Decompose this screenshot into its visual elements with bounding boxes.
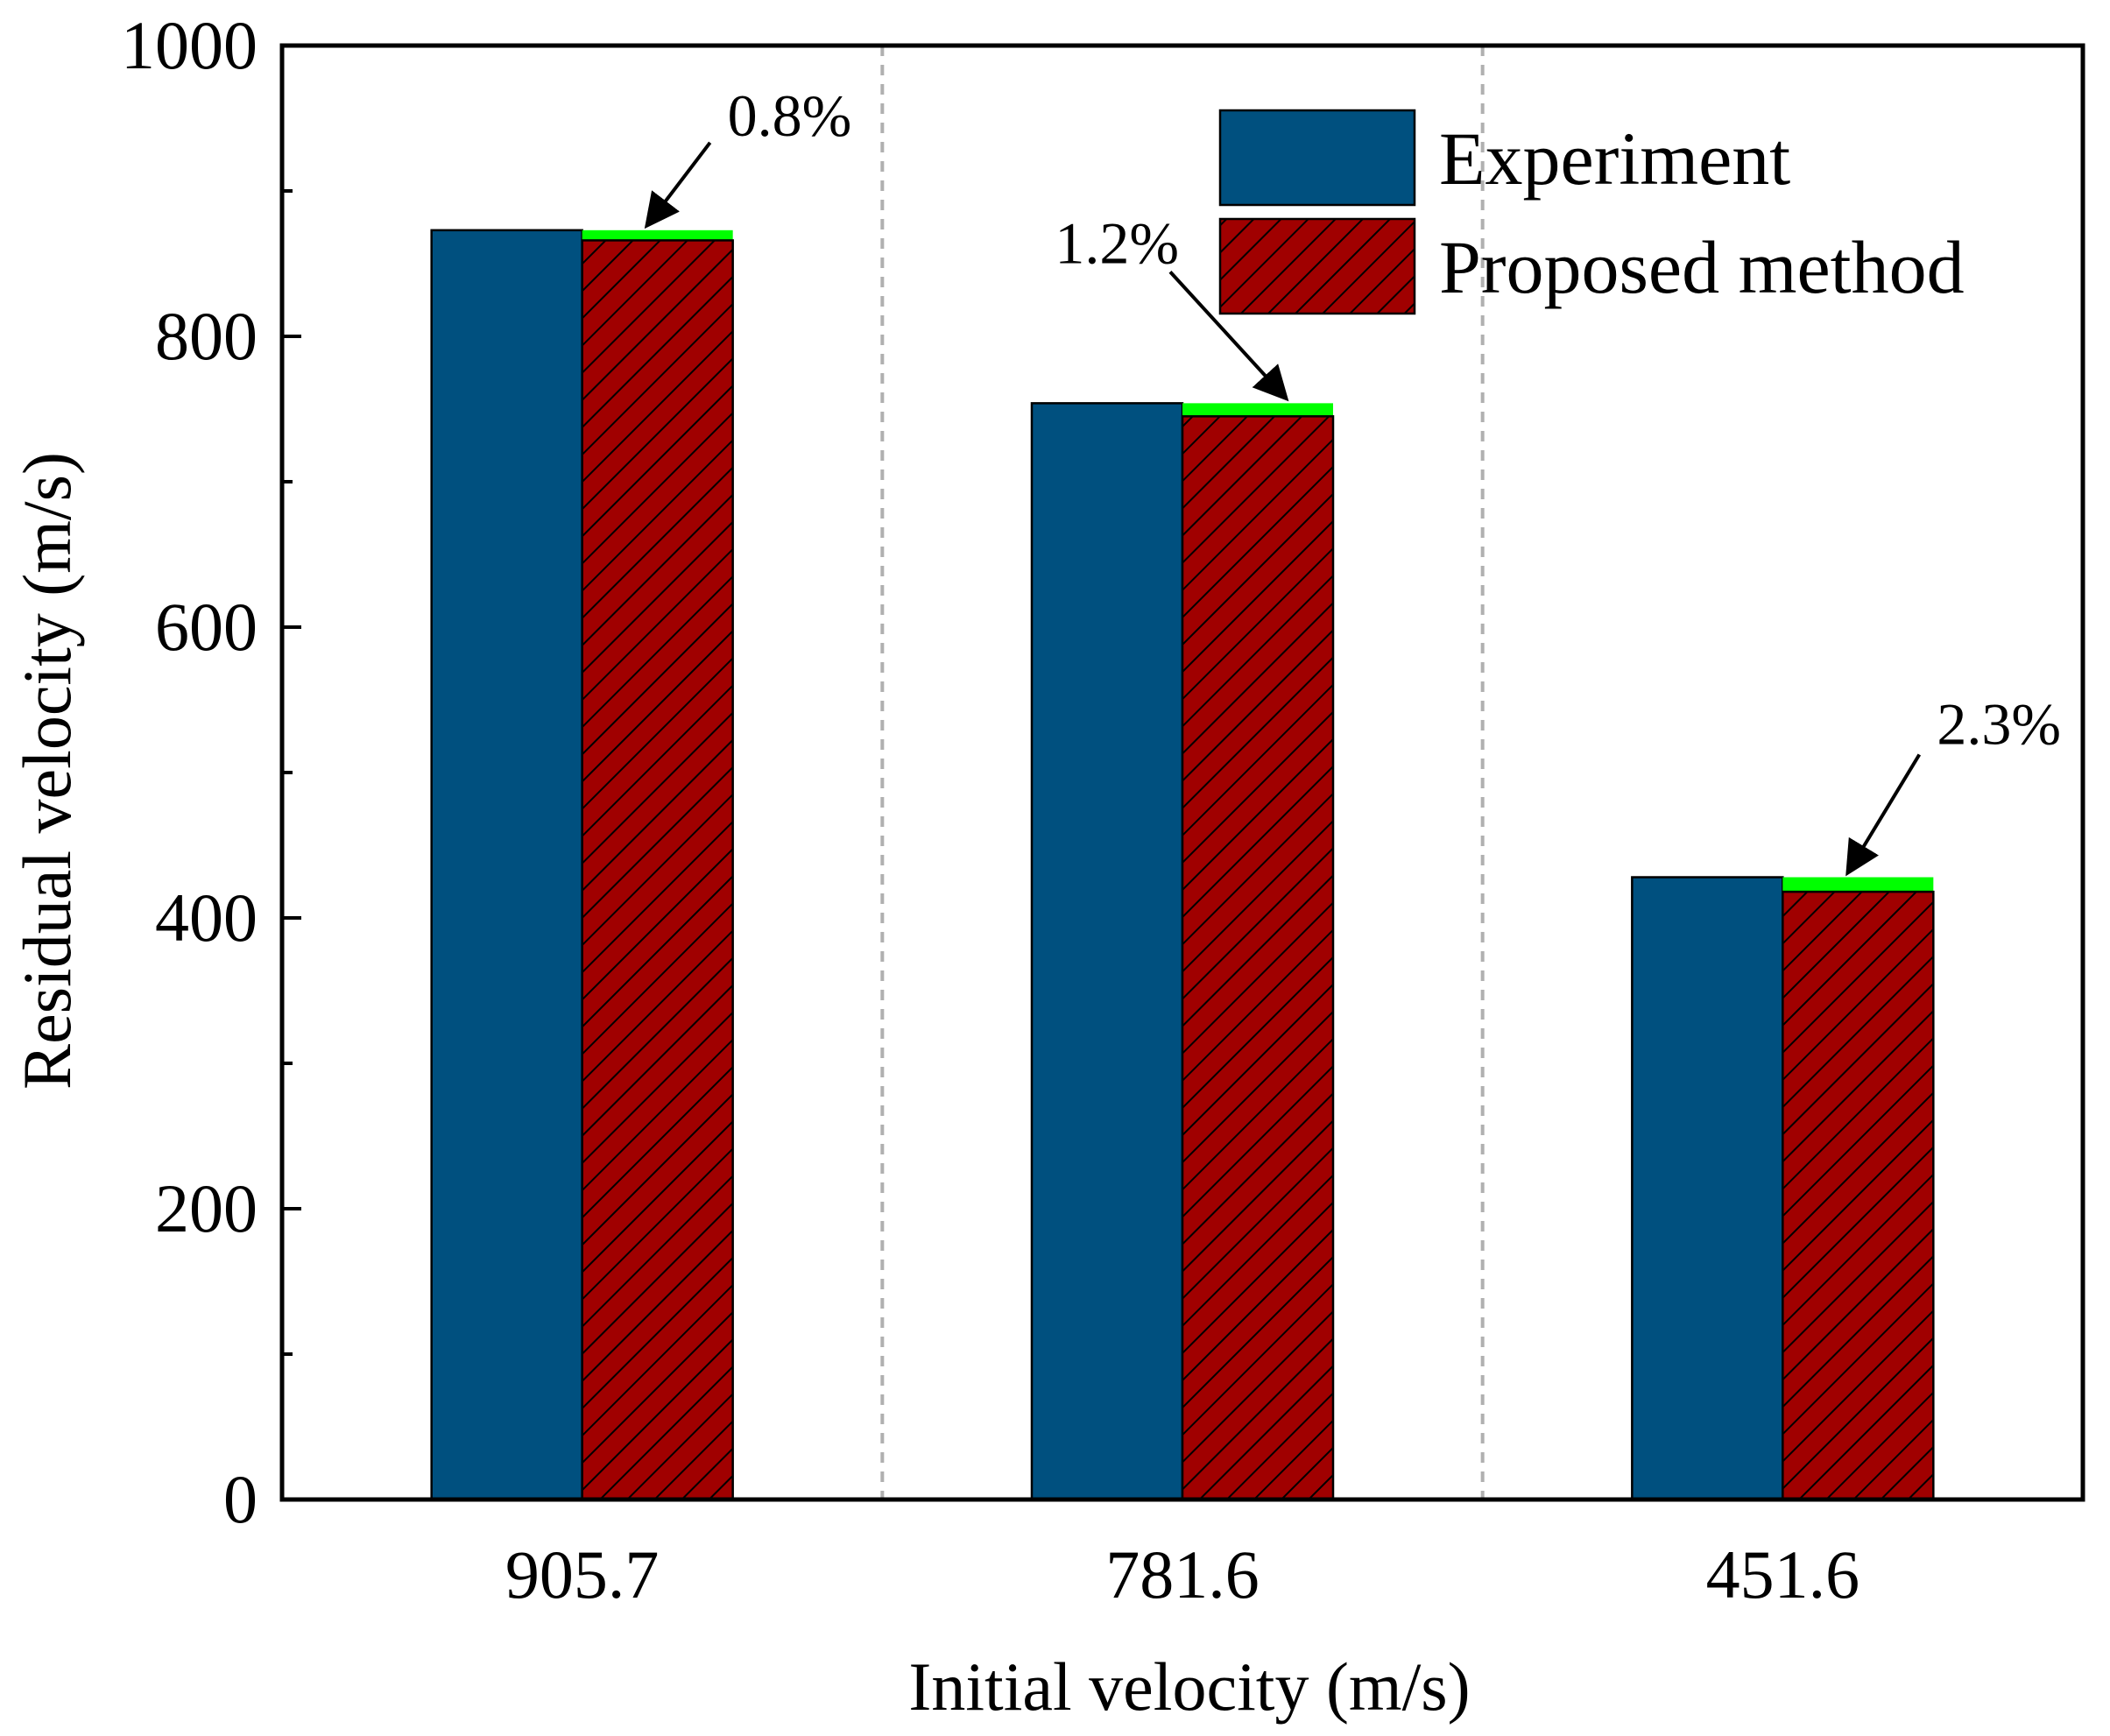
annotation-arrow [1845, 753, 1922, 877]
x-tick-label: 451.6 [1706, 1536, 1860, 1613]
y-axis-title: Residual velocity (m/s) [9, 452, 85, 1090]
legend-swatch [1218, 217, 1416, 315]
annotation-arrow [1168, 271, 1289, 402]
bar-experiment [430, 229, 583, 1501]
annotation-arrow [644, 141, 712, 229]
bar-proposed-method [1181, 415, 1335, 1501]
legend-label: Experiment [1439, 116, 1790, 201]
annotation-label: 0.8% [728, 82, 852, 149]
y-tick-label: 0 [223, 1461, 258, 1537]
error-band [1182, 403, 1333, 417]
bar-experiment [1631, 876, 1784, 1501]
x-tick-label: 781.6 [1105, 1536, 1260, 1613]
annotation-label: 1.2% [1055, 209, 1179, 276]
x-axis-title: Initial velocity (m/s) [908, 1648, 1470, 1725]
bar-experiment [1030, 402, 1184, 1501]
bar-proposed-method [581, 239, 734, 1501]
x-tick-label: 905.7 [505, 1536, 660, 1613]
error-band [1782, 877, 1934, 893]
y-tick-label: 200 [155, 1170, 258, 1246]
legend-label: Proposed method [1439, 225, 1965, 309]
y-tick-label: 1000 [121, 7, 258, 83]
y-tick-label: 800 [155, 298, 258, 374]
error-band [582, 229, 733, 241]
bar-proposed-method [1782, 890, 1935, 1501]
y-tick-label: 600 [155, 589, 258, 665]
y-tick-label: 400 [155, 879, 258, 956]
legend-swatch [1218, 109, 1416, 207]
annotation-label: 2.3% [1937, 691, 2061, 758]
